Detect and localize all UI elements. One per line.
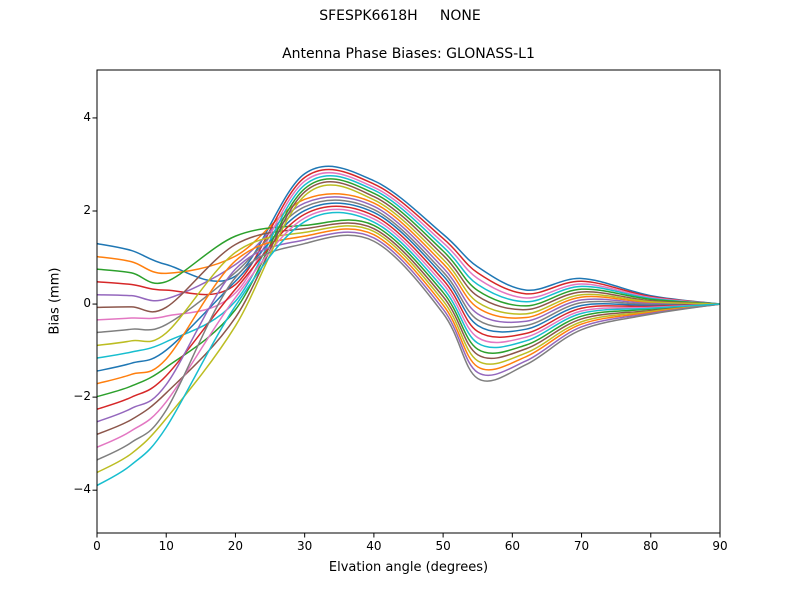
- axes-spines: [96, 69, 721, 534]
- x-tick-label: 40: [366, 539, 382, 553]
- figure-suptitle: SFESPK6618H NONE: [319, 8, 481, 24]
- series-line-line-12: [97, 228, 720, 385]
- series-line-line-13: [97, 178, 720, 398]
- series-line-line-15: [97, 231, 720, 423]
- x-tick-label: 30: [297, 539, 313, 553]
- series-line-line-03: [97, 219, 720, 354]
- series-lines: [97, 165, 720, 487]
- y-tick-label: −4: [73, 482, 91, 497]
- series-line-line-09: [97, 225, 720, 365]
- x-tick-label: 90: [712, 539, 728, 553]
- series-line-line-06: [97, 222, 720, 360]
- series-line-line-08: [97, 199, 720, 334]
- x-tick-label: 60: [504, 539, 520, 553]
- series-line-line-10: [97, 175, 720, 359]
- series-line-line-17: [97, 208, 720, 449]
- series-line-line-20: [97, 211, 720, 487]
- series-line-line-01: [97, 165, 720, 305]
- series-line-line-02: [97, 193, 720, 319]
- x-axis-label: Elvation angle (degrees): [328, 560, 489, 575]
- chart-title: Antenna Phase Biases: GLONASS-L1: [282, 46, 535, 62]
- y-tick-label: −2: [73, 389, 91, 404]
- series-line-line-19: [97, 184, 720, 474]
- series-line-line-16: [97, 181, 720, 436]
- y-axis-label: Bias (mm): [47, 267, 63, 335]
- x-tick-label: 80: [643, 539, 659, 553]
- series-line-line-14: [97, 205, 720, 410]
- y-tick-label: 2: [83, 202, 91, 217]
- y-tick-label: 0: [83, 296, 91, 311]
- y-tick-label: 4: [83, 109, 91, 124]
- series-line-line-18: [97, 234, 720, 461]
- series-line-line-05: [97, 196, 720, 324]
- x-tick-label: 0: [93, 539, 101, 553]
- x-tick-label: 10: [158, 539, 174, 553]
- series-line-line-04: [97, 168, 720, 305]
- x-tick-label: 50: [435, 539, 451, 553]
- series-line-line-11: [97, 202, 720, 372]
- x-tick-label: 20: [227, 539, 244, 553]
- series-line-line-07: [97, 171, 720, 321]
- x-tick-label: 70: [573, 539, 590, 553]
